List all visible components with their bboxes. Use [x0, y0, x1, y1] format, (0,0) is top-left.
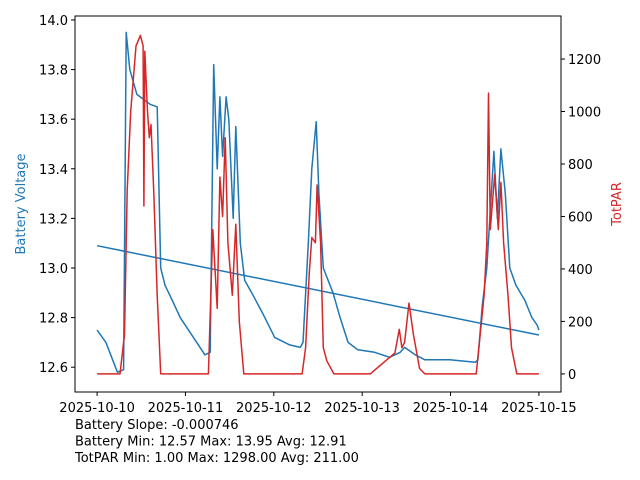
- y-axis-label: Battery Voltage: [14, 153, 29, 254]
- y-tick-label: 13.0: [39, 262, 68, 277]
- x-tick-label: 2025-10-10: [59, 401, 135, 416]
- x-tick-label: 2025-10-13: [324, 401, 400, 416]
- y-tick-label: 13.4: [39, 163, 68, 178]
- data-line: [97, 34, 539, 375]
- y2-tick-label: 200: [568, 315, 593, 330]
- annotation: TotPAR Min: 1.00 Max: 1298.00 Avg: 211.0…: [74, 451, 359, 466]
- y-tick-label: 12.8: [39, 312, 68, 327]
- y-tick-label: 12.6: [39, 361, 68, 376]
- plot-frame: [74, 15, 562, 393]
- y2-tick-label: 1200: [568, 53, 601, 68]
- data-line: [96, 244, 540, 336]
- y2-tick-label: 800: [568, 158, 593, 173]
- y2-axis-label: TotPAR: [610, 182, 625, 227]
- x-tick-label: 2025-10-12: [236, 401, 312, 416]
- y-tick-label: 13.8: [39, 64, 68, 79]
- y2-tick-label: 0: [568, 368, 576, 383]
- y-tick-label: 13.6: [39, 113, 68, 128]
- annotation: Battery Min: 12.57 Max: 13.95 Avg: 12.91: [75, 435, 347, 450]
- y2-tick-label: 400: [568, 263, 593, 278]
- x-tick-label: 2025-10-11: [148, 401, 224, 416]
- data-line: [96, 31, 540, 373]
- y-tick-label: 14.0: [39, 14, 68, 29]
- x-tick-label: 2025-10-15: [501, 401, 577, 416]
- annotation: Battery Slope: -0.000746: [75, 418, 239, 433]
- y2-tick-label: 600: [568, 210, 593, 225]
- y-tick-label: 13.2: [39, 212, 68, 227]
- y2-tick-label: 1000: [568, 106, 601, 121]
- x-tick-label: 2025-10-14: [413, 401, 489, 416]
